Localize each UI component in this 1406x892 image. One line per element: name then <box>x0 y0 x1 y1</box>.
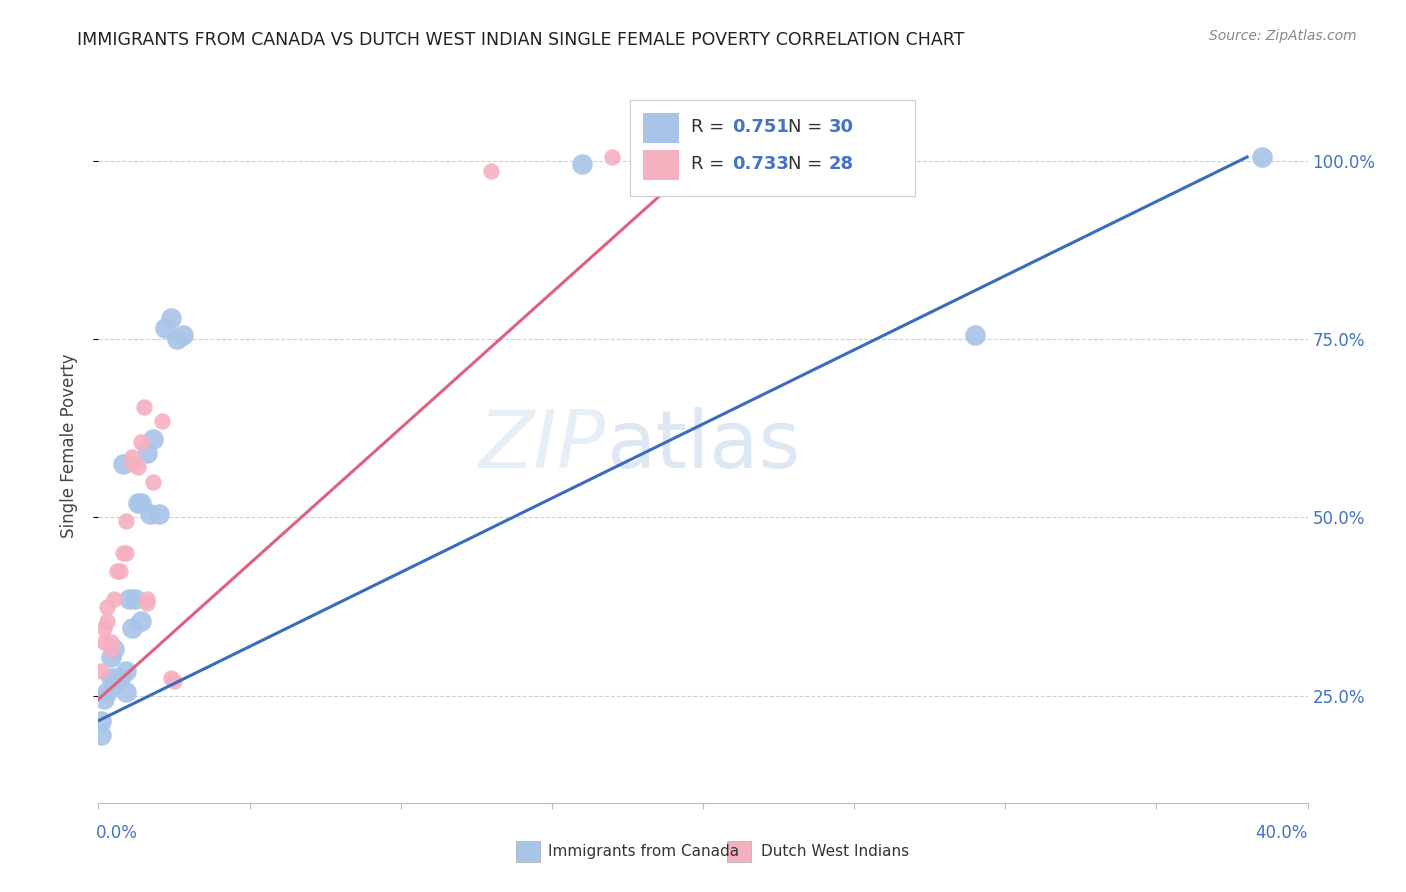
Point <box>129 496 152 510</box>
Point <box>105 671 128 685</box>
Point <box>96 599 118 614</box>
Point <box>965 328 987 343</box>
Point <box>127 496 149 510</box>
Point <box>100 671 122 685</box>
Point <box>114 664 136 678</box>
Point <box>135 446 157 460</box>
Text: N =: N = <box>787 155 828 173</box>
Point <box>129 435 152 450</box>
Text: N =: N = <box>787 118 828 136</box>
Point <box>166 332 188 346</box>
Point <box>121 621 143 635</box>
Bar <box>727 840 751 862</box>
Point <box>150 414 173 428</box>
Point <box>103 642 125 657</box>
Text: 0.0%: 0.0% <box>96 824 138 842</box>
Point <box>124 592 146 607</box>
Text: IMMIGRANTS FROM CANADA VS DUTCH WEST INDIAN SINGLE FEMALE POVERTY CORRELATION CH: IMMIGRANTS FROM CANADA VS DUTCH WEST IND… <box>77 31 965 49</box>
Point <box>121 457 143 471</box>
Point <box>129 614 152 628</box>
Point <box>153 321 176 335</box>
Text: Immigrants from Canada: Immigrants from Canada <box>548 844 740 859</box>
Y-axis label: Single Female Poverty: Single Female Poverty <box>59 354 77 538</box>
Point <box>676 150 699 164</box>
Text: 28: 28 <box>828 155 853 173</box>
Point <box>148 507 170 521</box>
Point <box>93 621 115 635</box>
Point <box>172 328 194 343</box>
Point <box>111 546 134 560</box>
Text: R =: R = <box>690 118 730 136</box>
Point <box>108 671 131 685</box>
Point <box>93 692 115 706</box>
Text: Dutch West Indians: Dutch West Indians <box>761 844 910 859</box>
Text: 30: 30 <box>828 118 853 136</box>
Text: Source: ZipAtlas.com: Source: ZipAtlas.com <box>1209 29 1357 43</box>
Point <box>160 310 183 325</box>
Point <box>100 649 122 664</box>
Point <box>114 514 136 528</box>
Point <box>93 635 115 649</box>
Point <box>90 728 112 742</box>
Text: 40.0%: 40.0% <box>1256 824 1308 842</box>
Bar <box>643 112 679 143</box>
Point <box>111 457 134 471</box>
Point <box>118 592 141 607</box>
Point <box>160 671 183 685</box>
Point <box>96 685 118 699</box>
Point <box>90 714 112 728</box>
Point <box>105 564 128 578</box>
Point <box>142 432 165 446</box>
Point <box>139 507 162 521</box>
Point <box>103 592 125 607</box>
Point <box>571 157 593 171</box>
Point <box>127 460 149 475</box>
Point <box>163 674 186 689</box>
Point <box>96 614 118 628</box>
Point <box>121 450 143 464</box>
Point <box>90 664 112 678</box>
Text: atlas: atlas <box>606 407 800 485</box>
Point <box>142 475 165 489</box>
Point <box>135 592 157 607</box>
Text: R =: R = <box>690 155 730 173</box>
Text: ZIP: ZIP <box>479 407 606 485</box>
Point <box>602 150 624 164</box>
Point <box>647 150 669 164</box>
Point <box>114 546 136 560</box>
Point <box>135 596 157 610</box>
Point <box>100 642 122 657</box>
Point <box>114 685 136 699</box>
Text: 0.751: 0.751 <box>733 118 789 136</box>
Point <box>103 678 125 692</box>
Point <box>108 564 131 578</box>
Bar <box>516 840 540 862</box>
Point <box>132 400 155 414</box>
Bar <box>643 150 679 180</box>
FancyBboxPatch shape <box>630 100 915 196</box>
Text: 0.733: 0.733 <box>733 155 789 173</box>
Point <box>100 635 122 649</box>
Point <box>481 164 503 178</box>
Point <box>1251 150 1274 164</box>
